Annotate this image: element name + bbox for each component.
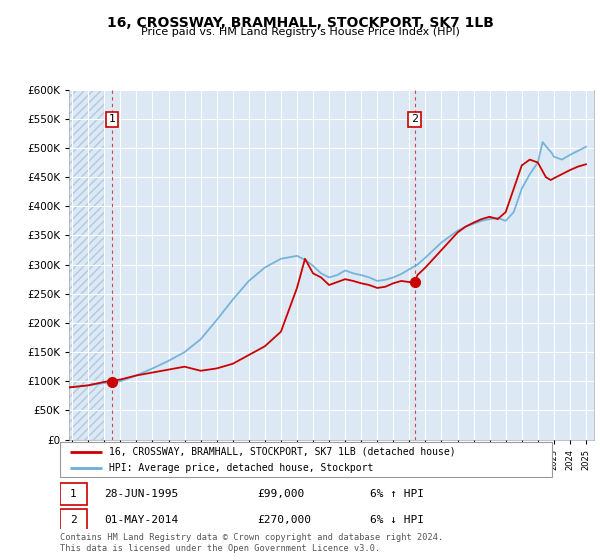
Text: 1: 1 (109, 114, 116, 124)
FancyBboxPatch shape (60, 509, 87, 531)
Text: 2: 2 (70, 515, 77, 525)
Text: 2: 2 (411, 114, 418, 124)
Polygon shape (69, 90, 104, 440)
Text: 16, CROSSWAY, BRAMHALL, STOCKPORT, SK7 1LB: 16, CROSSWAY, BRAMHALL, STOCKPORT, SK7 1… (107, 16, 493, 30)
Text: 6% ↓ HPI: 6% ↓ HPI (370, 515, 424, 525)
Text: 01-MAY-2014: 01-MAY-2014 (104, 515, 179, 525)
Text: HPI: Average price, detached house, Stockport: HPI: Average price, detached house, Stoc… (109, 463, 374, 473)
Text: £270,000: £270,000 (257, 515, 311, 525)
Text: 1: 1 (70, 489, 77, 499)
Text: Price paid vs. HM Land Registry's House Price Index (HPI): Price paid vs. HM Land Registry's House … (140, 27, 460, 37)
FancyBboxPatch shape (60, 483, 87, 505)
Text: 6% ↑ HPI: 6% ↑ HPI (370, 489, 424, 499)
Text: £99,000: £99,000 (257, 489, 304, 499)
Text: 16, CROSSWAY, BRAMHALL, STOCKPORT, SK7 1LB (detached house): 16, CROSSWAY, BRAMHALL, STOCKPORT, SK7 1… (109, 447, 456, 457)
Text: Contains HM Land Registry data © Crown copyright and database right 2024.
This d: Contains HM Land Registry data © Crown c… (60, 533, 443, 553)
FancyBboxPatch shape (60, 442, 552, 477)
Text: 28-JUN-1995: 28-JUN-1995 (104, 489, 179, 499)
